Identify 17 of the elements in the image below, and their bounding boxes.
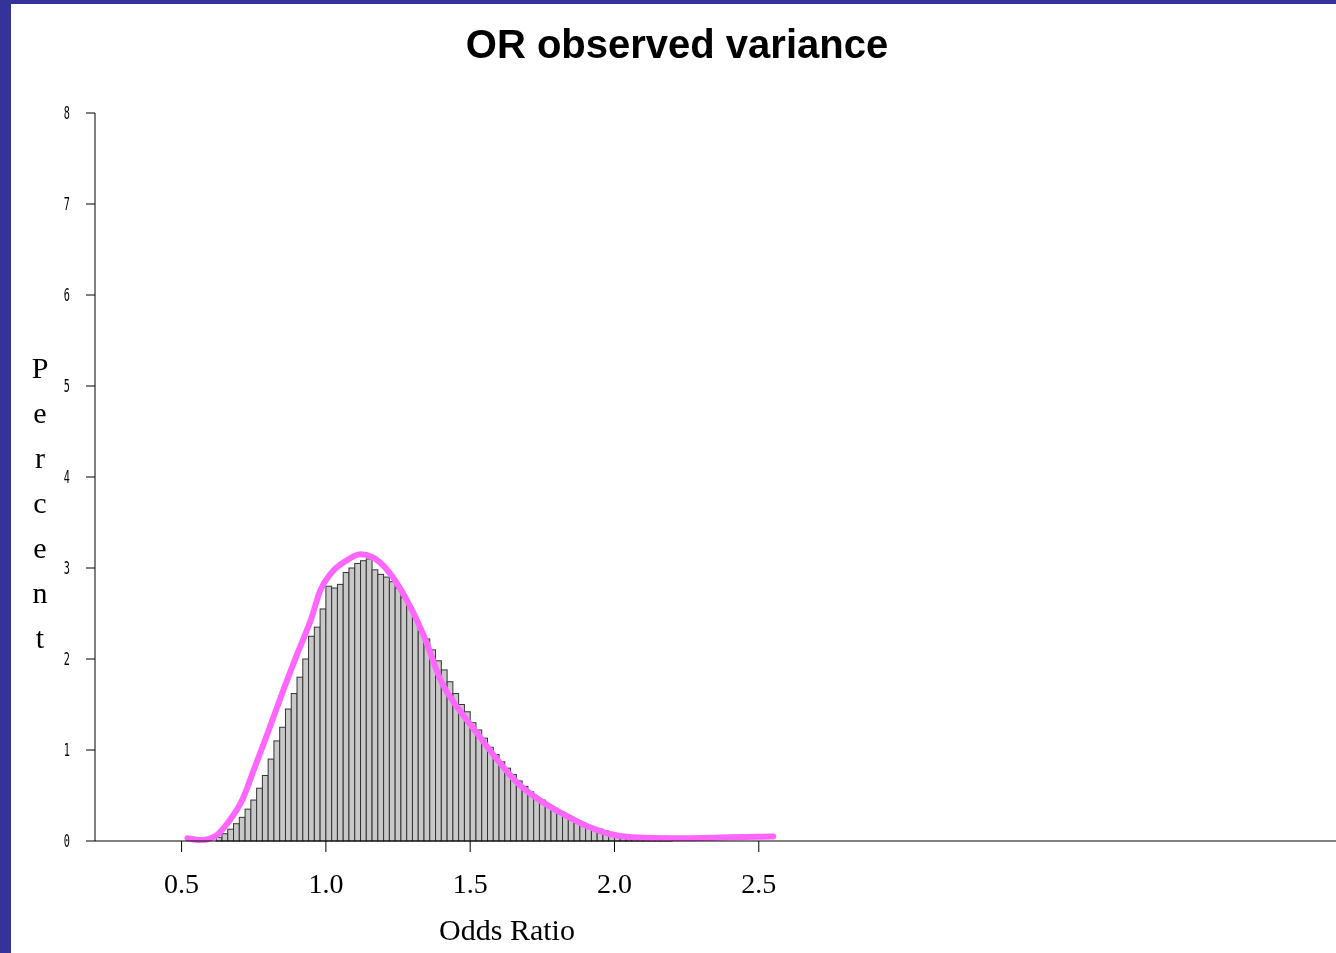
x-tick-label: 2.5	[741, 868, 777, 899]
y-tick-label: 4	[63, 467, 70, 487]
x-tick-label: 0.5	[164, 868, 200, 899]
x-tick-label: 2.0	[596, 868, 632, 899]
y-tick-label: 8	[63, 103, 70, 123]
y-tick-label: 1	[63, 740, 70, 760]
x-tick-label: 1.5	[452, 868, 488, 899]
y-tick-label: 2	[63, 649, 70, 669]
y-tick-label: 7	[63, 194, 70, 214]
x-axis-title: Odds Ratio	[439, 913, 575, 946]
y-tick-label: 5	[63, 376, 70, 396]
y-tick-label: 6	[63, 285, 70, 305]
y-axis-title: Percent	[31, 351, 49, 654]
chart-title: OR observed variance	[465, 22, 889, 66]
x-tick-label: 1.0	[308, 868, 344, 899]
y-tick-label: 0	[63, 831, 70, 851]
y-tick-label: 3	[63, 558, 70, 578]
